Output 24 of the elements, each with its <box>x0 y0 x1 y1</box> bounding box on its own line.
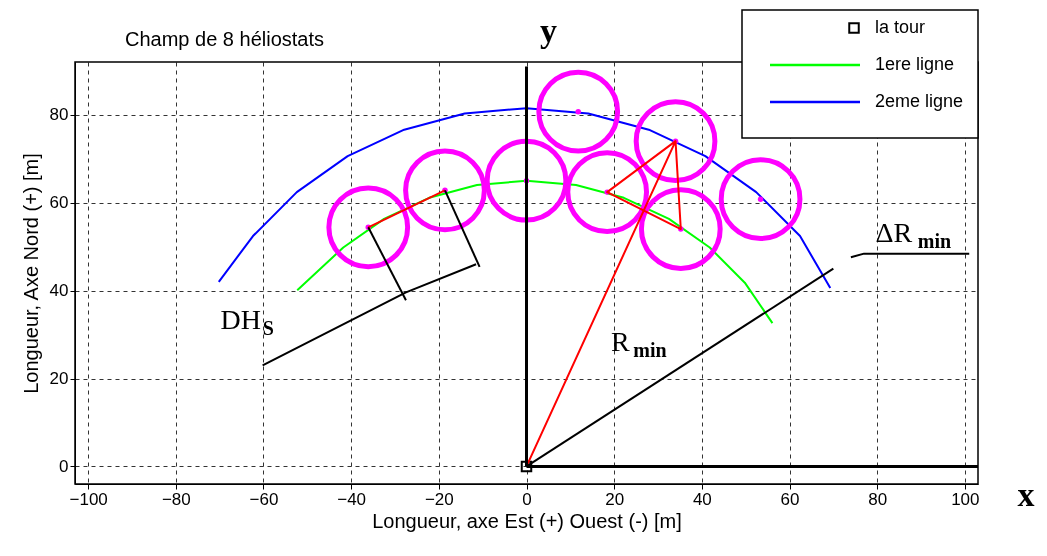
x-tick-label: 80 <box>868 489 888 509</box>
x-tick-label: 20 <box>605 489 625 509</box>
x-axis-title: Longueur, axe Est (+) Ouest (-) [m] <box>372 509 682 532</box>
x-tick-label: −60 <box>249 489 279 509</box>
text: y <box>540 12 557 49</box>
x-tick-label: −40 <box>337 489 367 509</box>
y-tick-label: 0 <box>59 456 69 476</box>
y-axis-title: Longueur, Axe Nord (+) [m] <box>19 153 42 394</box>
legend-label: la tour <box>875 17 926 37</box>
legend-label: 2eme ligne <box>875 91 964 111</box>
y-tick-label: 80 <box>49 105 69 125</box>
x-tick-label: −100 <box>69 489 108 509</box>
text: x <box>1017 476 1035 514</box>
x-tick-label: 60 <box>780 489 800 509</box>
x-tick-label: 0 <box>522 489 532 509</box>
x-tick-label: −80 <box>161 489 191 509</box>
y-tick-label: 40 <box>49 281 69 301</box>
x-tick-label: 100 <box>951 489 980 509</box>
y-tick-label: 20 <box>49 369 69 388</box>
legend-label: 1ere ligne <box>875 54 955 74</box>
x-tick-label: 40 <box>692 489 712 509</box>
y-tick-label: 60 <box>49 193 69 213</box>
chart-title: Champ de 8 héliostats <box>125 28 325 50</box>
x-tick-label: −20 <box>424 489 454 509</box>
